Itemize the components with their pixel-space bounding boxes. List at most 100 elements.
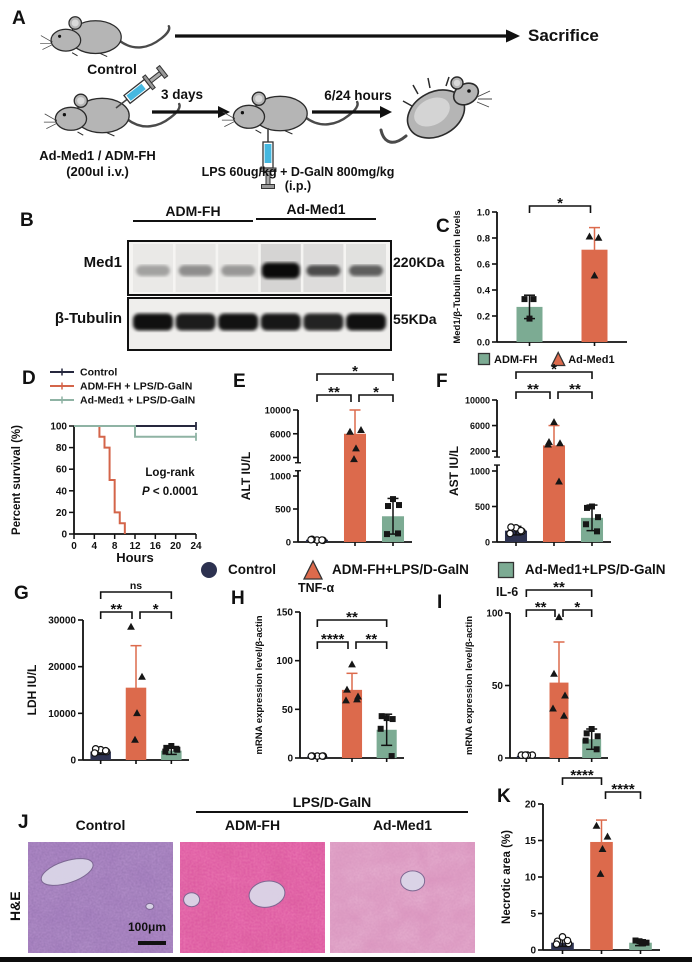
svg-text:LDH IU/L: LDH IU/L <box>25 665 39 716</box>
svg-text:**: ** <box>328 384 340 401</box>
bar-Ad-Med1+LPS/D-GalN <box>161 750 182 760</box>
data-point <box>560 711 568 719</box>
legend-item: ADM-FH+LPS/D-GalN <box>302 559 469 580</box>
data-point <box>168 743 175 749</box>
sig-bracket <box>139 611 173 619</box>
data-point <box>127 622 135 630</box>
bar-ADM-FH+LPS/D-GalN <box>343 433 367 542</box>
svg-text:****: **** <box>570 767 594 784</box>
survival-plot: Control ADM-FH + LPS/D-GalN Ad-Med1 + LPS/… <box>11 367 202 566</box>
svg-text:*: * <box>557 195 563 212</box>
sig-bracket <box>515 391 551 399</box>
svg-text:**: ** <box>553 579 565 596</box>
data-point <box>133 709 141 717</box>
svg-text:500: 500 <box>475 502 490 512</box>
legend-item: Control <box>198 559 276 579</box>
svg-text:0: 0 <box>61 530 67 541</box>
sig-bracket <box>316 619 388 627</box>
data-point <box>636 938 643 945</box>
sig-bracket <box>557 391 593 399</box>
data-point <box>521 296 528 303</box>
legend-marker-square <box>497 561 515 579</box>
svg-text:20000: 20000 <box>48 662 76 673</box>
blot-band <box>136 265 170 277</box>
data-point <box>593 746 600 753</box>
tissue-speckle <box>330 842 475 953</box>
sig-bracket <box>358 394 394 402</box>
sig-bracket <box>515 371 593 379</box>
svg-text:Med1/β-Tubulin protein levels: Med1/β-Tubulin protein levels <box>452 210 463 343</box>
svg-text:0: 0 <box>70 756 76 767</box>
svg-text:4: 4 <box>92 541 98 552</box>
arrow-624h-head <box>380 106 392 118</box>
control-label: Control <box>87 61 137 77</box>
data-point <box>377 725 384 732</box>
svg-text:100: 100 <box>276 656 293 667</box>
svg-text:0: 0 <box>485 538 490 548</box>
data-point <box>561 691 569 699</box>
svg-text:mRNA expression level/β-actin: mRNA expression level/β-actin <box>254 615 265 754</box>
svg-text:50: 50 <box>492 681 504 692</box>
histology-admfh <box>180 842 325 953</box>
med1-kda-label: 220KDa <box>393 254 445 270</box>
svg-text:ADM-FH: ADM-FH <box>494 354 537 366</box>
data-point <box>594 733 601 740</box>
vessel <box>400 870 426 892</box>
legend-label: Ad-Med1+LPS/D-GalN <box>524 561 666 577</box>
data-point <box>582 737 589 744</box>
chart-survival: Control ADM-FH + LPS/D-GalN Ad-Med1 + LPS/… <box>11 367 202 566</box>
data-point <box>318 752 327 760</box>
data-point <box>388 753 395 760</box>
data-point <box>555 477 563 485</box>
svg-text:0: 0 <box>71 541 77 552</box>
data-point <box>506 529 514 538</box>
arrow-3days-head <box>218 106 230 118</box>
svg-text:0: 0 <box>530 946 536 957</box>
svg-text:12: 12 <box>129 541 141 552</box>
blot-group-admed1: Ad-Med1 <box>256 201 376 220</box>
svg-text:8: 8 <box>112 541 118 552</box>
legend-label: ADM-FH+LPS/D-GalN <box>332 561 469 577</box>
svg-text:Hours: Hours <box>116 550 154 565</box>
blot-band <box>303 313 344 331</box>
blot-group-admfh: ADM-FH <box>133 203 253 222</box>
panel-letter-k: K <box>497 786 511 807</box>
sig-bracket <box>562 609 593 617</box>
vessel <box>145 902 155 910</box>
group-legend: Control ADM-FH+LPS/D-GalN Ad-Med1+LPS/D-Ga… <box>198 556 666 582</box>
data-point <box>583 521 589 528</box>
histology-control <box>28 842 173 953</box>
data-point <box>521 751 530 759</box>
scale-bar-label: 100μm <box>128 920 167 934</box>
data-point <box>563 936 572 945</box>
svg-text:80: 80 <box>56 443 68 454</box>
svg-text:0: 0 <box>287 754 293 765</box>
svg-text:ns: ns <box>130 580 142 592</box>
blot-band <box>260 313 301 331</box>
svg-text:20: 20 <box>56 508 68 519</box>
data-point <box>592 821 601 829</box>
data-point <box>307 752 316 760</box>
bar-Control <box>504 530 528 542</box>
data-point <box>552 940 561 948</box>
svg-text:5: 5 <box>530 909 536 920</box>
scale-bar <box>138 941 166 945</box>
svg-text:Log-rank: Log-rank <box>145 467 195 479</box>
panel-letter-g: G <box>14 583 29 604</box>
data-point <box>550 669 558 677</box>
svg-text:1000: 1000 <box>270 472 291 483</box>
data-point <box>346 427 354 435</box>
svg-text:40: 40 <box>56 486 68 497</box>
arrow-sacrifice-head <box>506 29 520 43</box>
data-point <box>555 613 563 621</box>
svg-text:**: ** <box>569 381 581 398</box>
data-point <box>138 672 146 680</box>
data-point <box>353 695 361 703</box>
data-point <box>173 745 180 752</box>
blot-band <box>221 265 256 277</box>
data-point <box>603 832 612 840</box>
